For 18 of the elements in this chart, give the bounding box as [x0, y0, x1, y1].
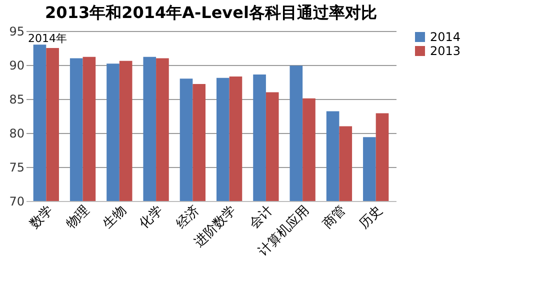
x-tick-label: 经济: [174, 202, 203, 232]
x-tick-label: 生物: [100, 202, 130, 232]
y-tick-label: 85: [9, 92, 24, 106]
x-tick-label: 数学: [27, 202, 56, 232]
y-tick-label: 95: [9, 24, 24, 38]
legend-label: 2013: [430, 44, 461, 58]
annotation: 2014年: [28, 32, 67, 45]
y-tick-label: 80: [9, 126, 24, 140]
chart-title: 2013年和2014年A-Level各科目通过率对比: [45, 3, 377, 22]
x-tick-label: 化学: [136, 202, 166, 232]
y-tick-label: 70: [9, 194, 24, 208]
y-tick-label: 90: [9, 58, 24, 72]
legend-label: 2014: [430, 30, 461, 44]
x-tick-label: 历史: [356, 202, 386, 232]
x-tick-label: 物理: [64, 202, 93, 232]
y-tick-label: 75: [9, 160, 24, 174]
x-tick-label: 会计: [246, 202, 276, 232]
x-tick-label: 商管: [320, 202, 350, 232]
